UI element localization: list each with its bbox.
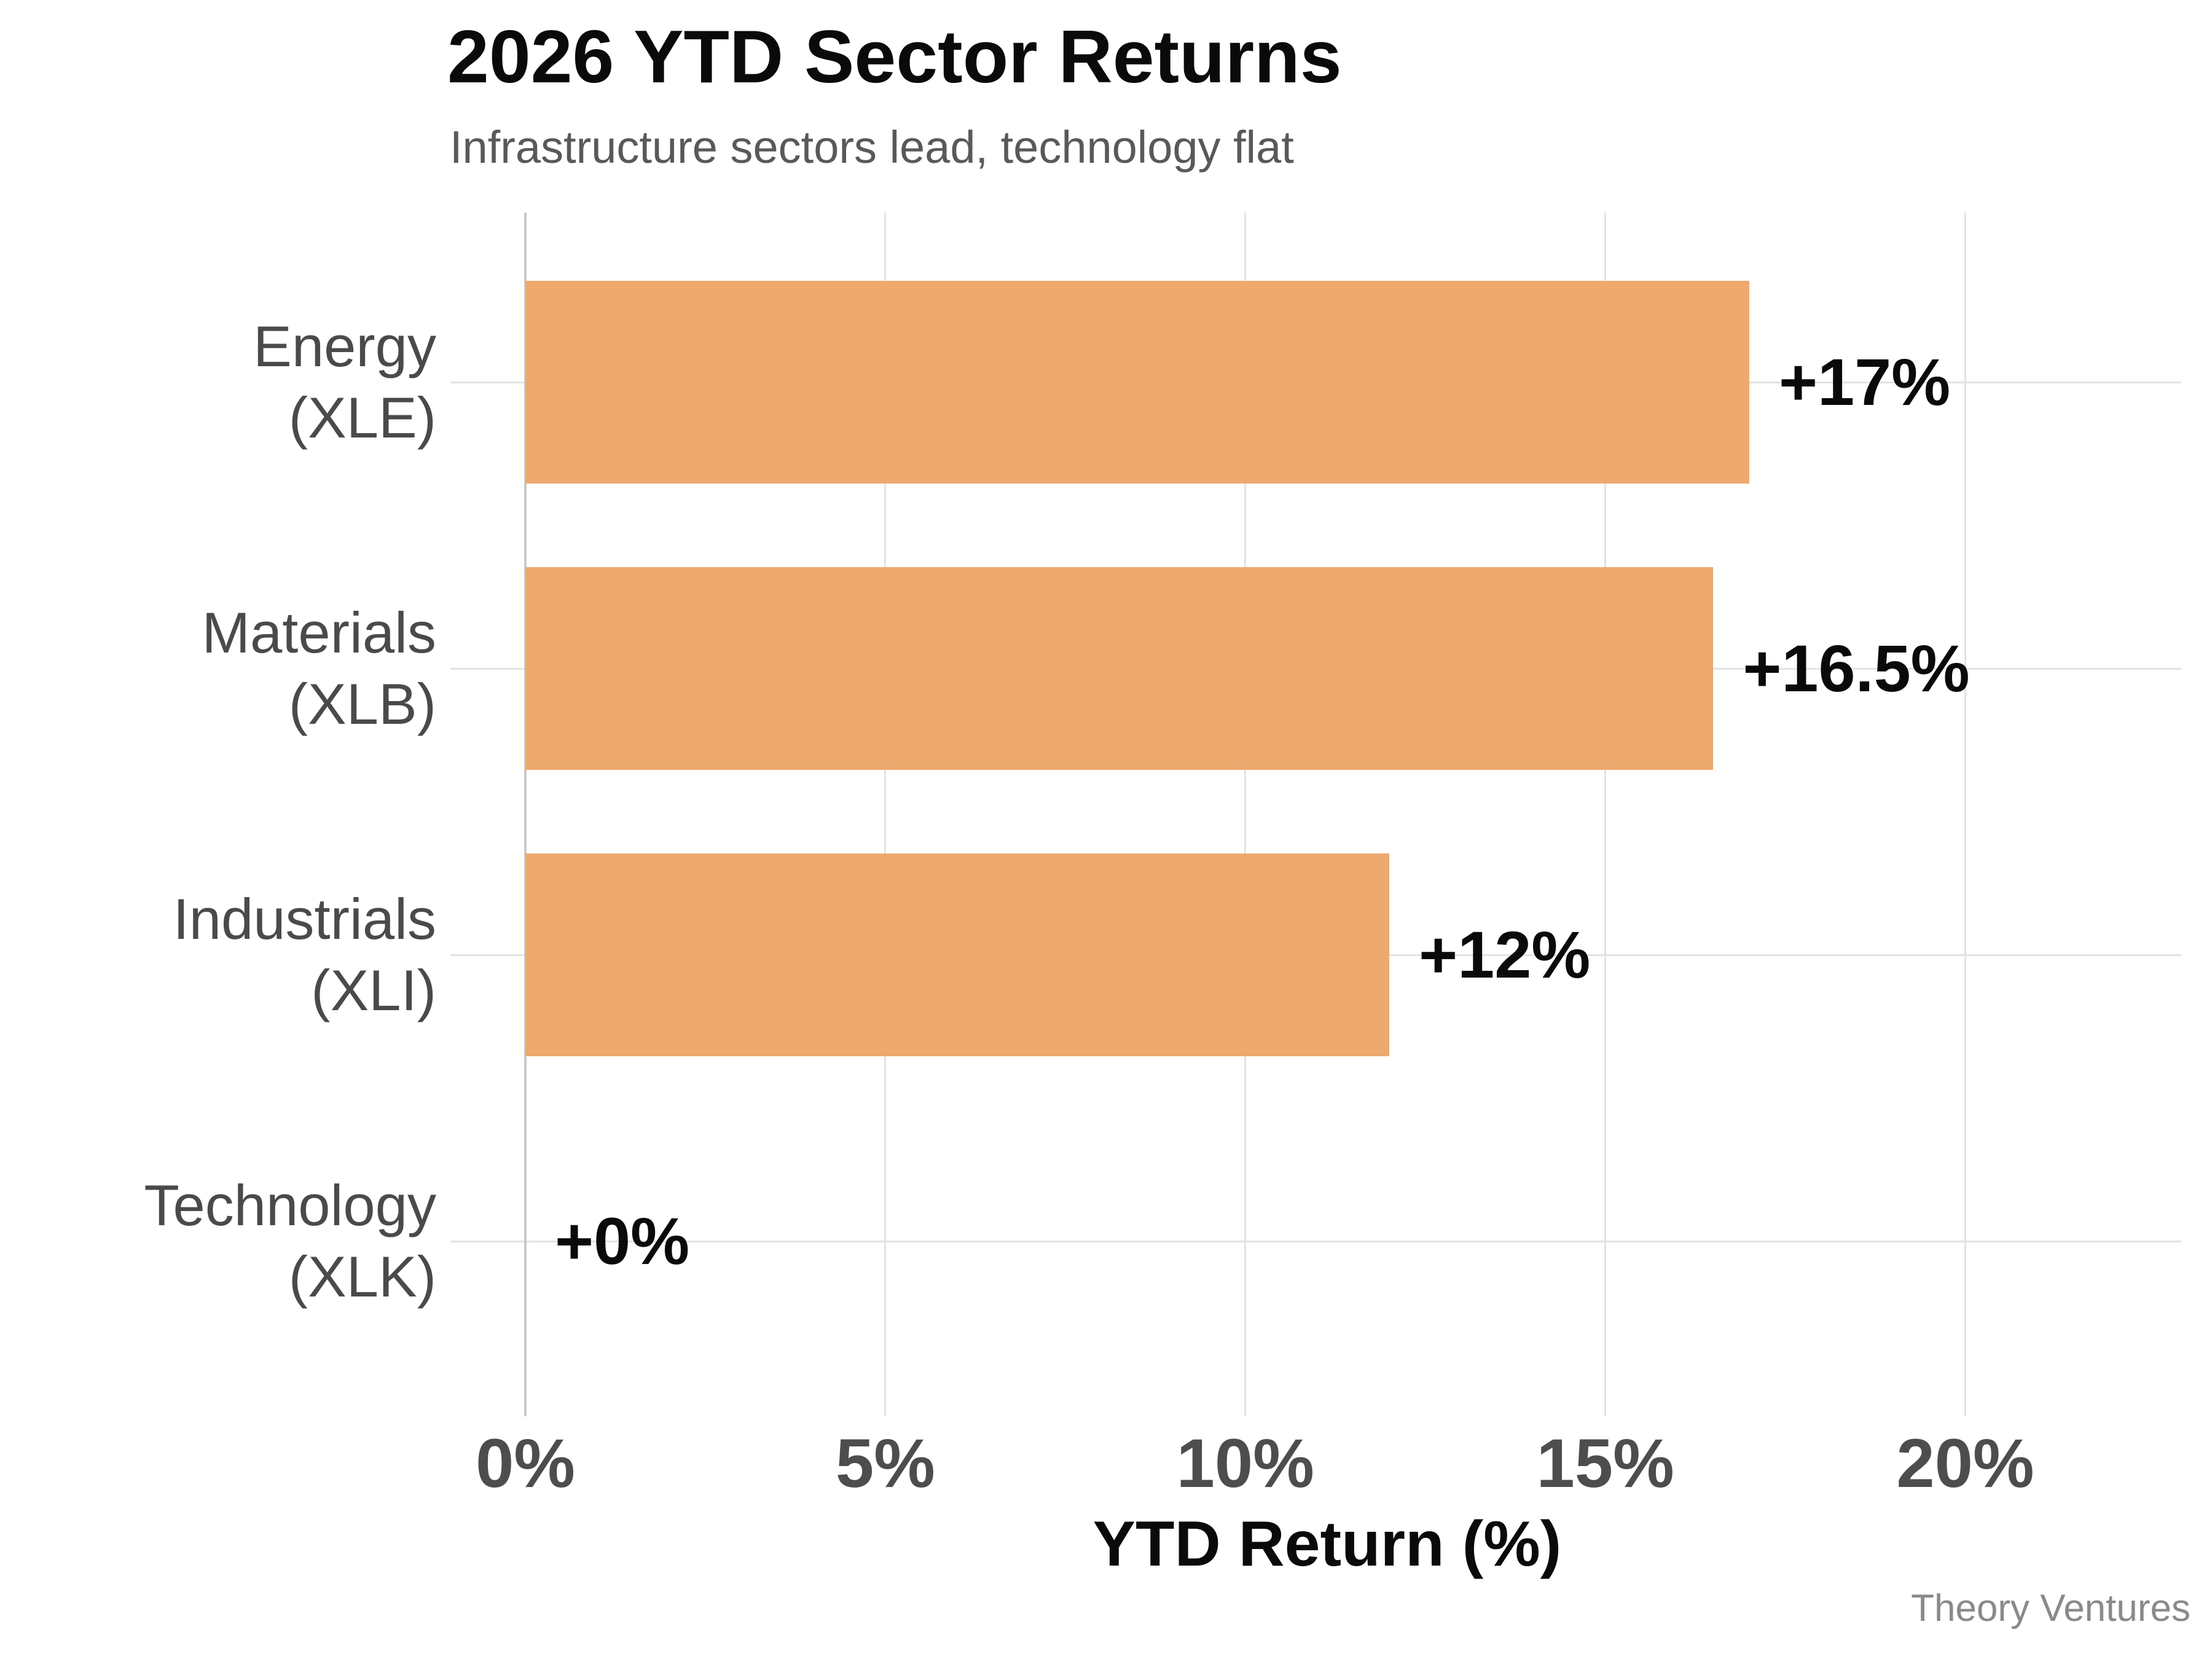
bar-materials: [525, 567, 1714, 770]
bar-energy: [525, 281, 1749, 484]
plot-area: +17% +16.5% +12% +0%: [450, 213, 2181, 1416]
y-axis-label-technology: Technology (XLK): [6, 1170, 436, 1312]
x-gridline: [1604, 213, 1607, 1416]
x-tick-label-0: 0%: [476, 1425, 575, 1502]
x-gridline: [1964, 213, 1966, 1416]
y-axis-label-energy: Energy (XLE): [6, 311, 436, 453]
sector-name: Industrials: [173, 887, 436, 951]
chart-subtitle: Infrastructure sectors lead, technology …: [450, 122, 1294, 173]
value-label-industrials: +12%: [1419, 917, 1591, 992]
source-attribution: Theory Ventures: [1911, 1587, 2190, 1630]
value-label-energy: +17%: [1778, 345, 1951, 419]
sector-ticker: (XLK): [288, 1244, 436, 1309]
sector-name: Technology: [144, 1173, 436, 1237]
x-tick-label-15: 15%: [1536, 1425, 1674, 1502]
x-gridline: [884, 213, 887, 1416]
value-label-technology: +0%: [555, 1204, 690, 1278]
sector-ticker: (XLI): [311, 958, 436, 1022]
x-tick-label-5: 5%: [835, 1425, 935, 1502]
x-tick-label-10: 10%: [1176, 1425, 1314, 1502]
y-axis-label-materials: Materials (XLB): [6, 597, 436, 740]
sector-ticker: (XLE): [288, 385, 436, 450]
sector-ticker: (XLB): [288, 672, 436, 736]
x-axis-title: YTD Return (%): [1092, 1508, 1562, 1580]
x-gridline: [1244, 213, 1247, 1416]
sector-name: Materials: [202, 600, 436, 665]
y-axis-label-industrials: Industrials (XLI): [6, 884, 436, 1026]
chart-title: 2026 YTD Sector Returns: [447, 15, 1342, 98]
sector-name: Energy: [253, 314, 436, 378]
x-tick-label-20: 20%: [1896, 1425, 2034, 1502]
y-gridline: [450, 1240, 2181, 1242]
y-axis-spine: [524, 213, 527, 1416]
value-label-materials: +16.5%: [1743, 631, 1970, 705]
bar-industrials: [525, 853, 1390, 1056]
